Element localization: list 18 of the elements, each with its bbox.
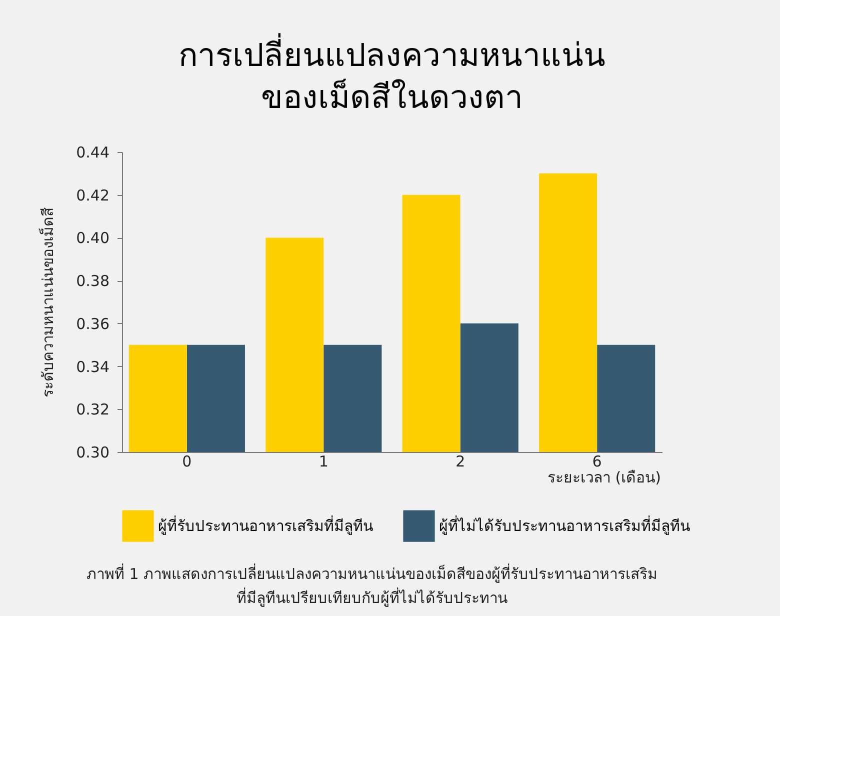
y-tick-label: 0.42: [76, 186, 110, 204]
y-tick-label: 0.30: [76, 444, 110, 462]
x-axis-title: ระยะเวลา (เดือน): [548, 468, 661, 486]
y-tick-label: 0.36: [76, 314, 110, 333]
y-tick-label: 0.34: [76, 358, 110, 376]
x-tick-label: 2: [456, 452, 466, 470]
legend-label: ผู้ที่รับประทานอาหารเสริมที่มีลูทีน: [158, 515, 373, 536]
y-tick-label: 0.40: [76, 229, 110, 248]
x-tick-label: 0: [182, 452, 192, 470]
y-tick-label: 0.44: [76, 144, 110, 162]
y-tick-label: 0.38: [76, 272, 110, 290]
text: ภาพที่ 1 ภาพแสดงการเปลี่ยนแปลงความหนาแน่นของเม็ดสีของผู้ที่รับประทานอาหารเสริม ที่มีลูทีนเปรียบเทียบกับผู้ที่ไม่ได้รับประทาน: [86, 563, 658, 607]
legend-label: ผู้ที่ไม่ได้รับประทานอาหารเสริมที่มีลูทีน: [439, 515, 690, 536]
y-axis-title: ระดับความหนาแน่นของเม็ดสี: [38, 208, 58, 398]
y-tick-label: 0.32: [76, 400, 110, 419]
x-tick-label: 6: [592, 452, 602, 470]
x-tick-label: 1: [318, 452, 328, 470]
chart-title: การเปลี่ยนแปลงความหนาแน่น ของเม็ดสีในดวงตา: [178, 33, 606, 116]
